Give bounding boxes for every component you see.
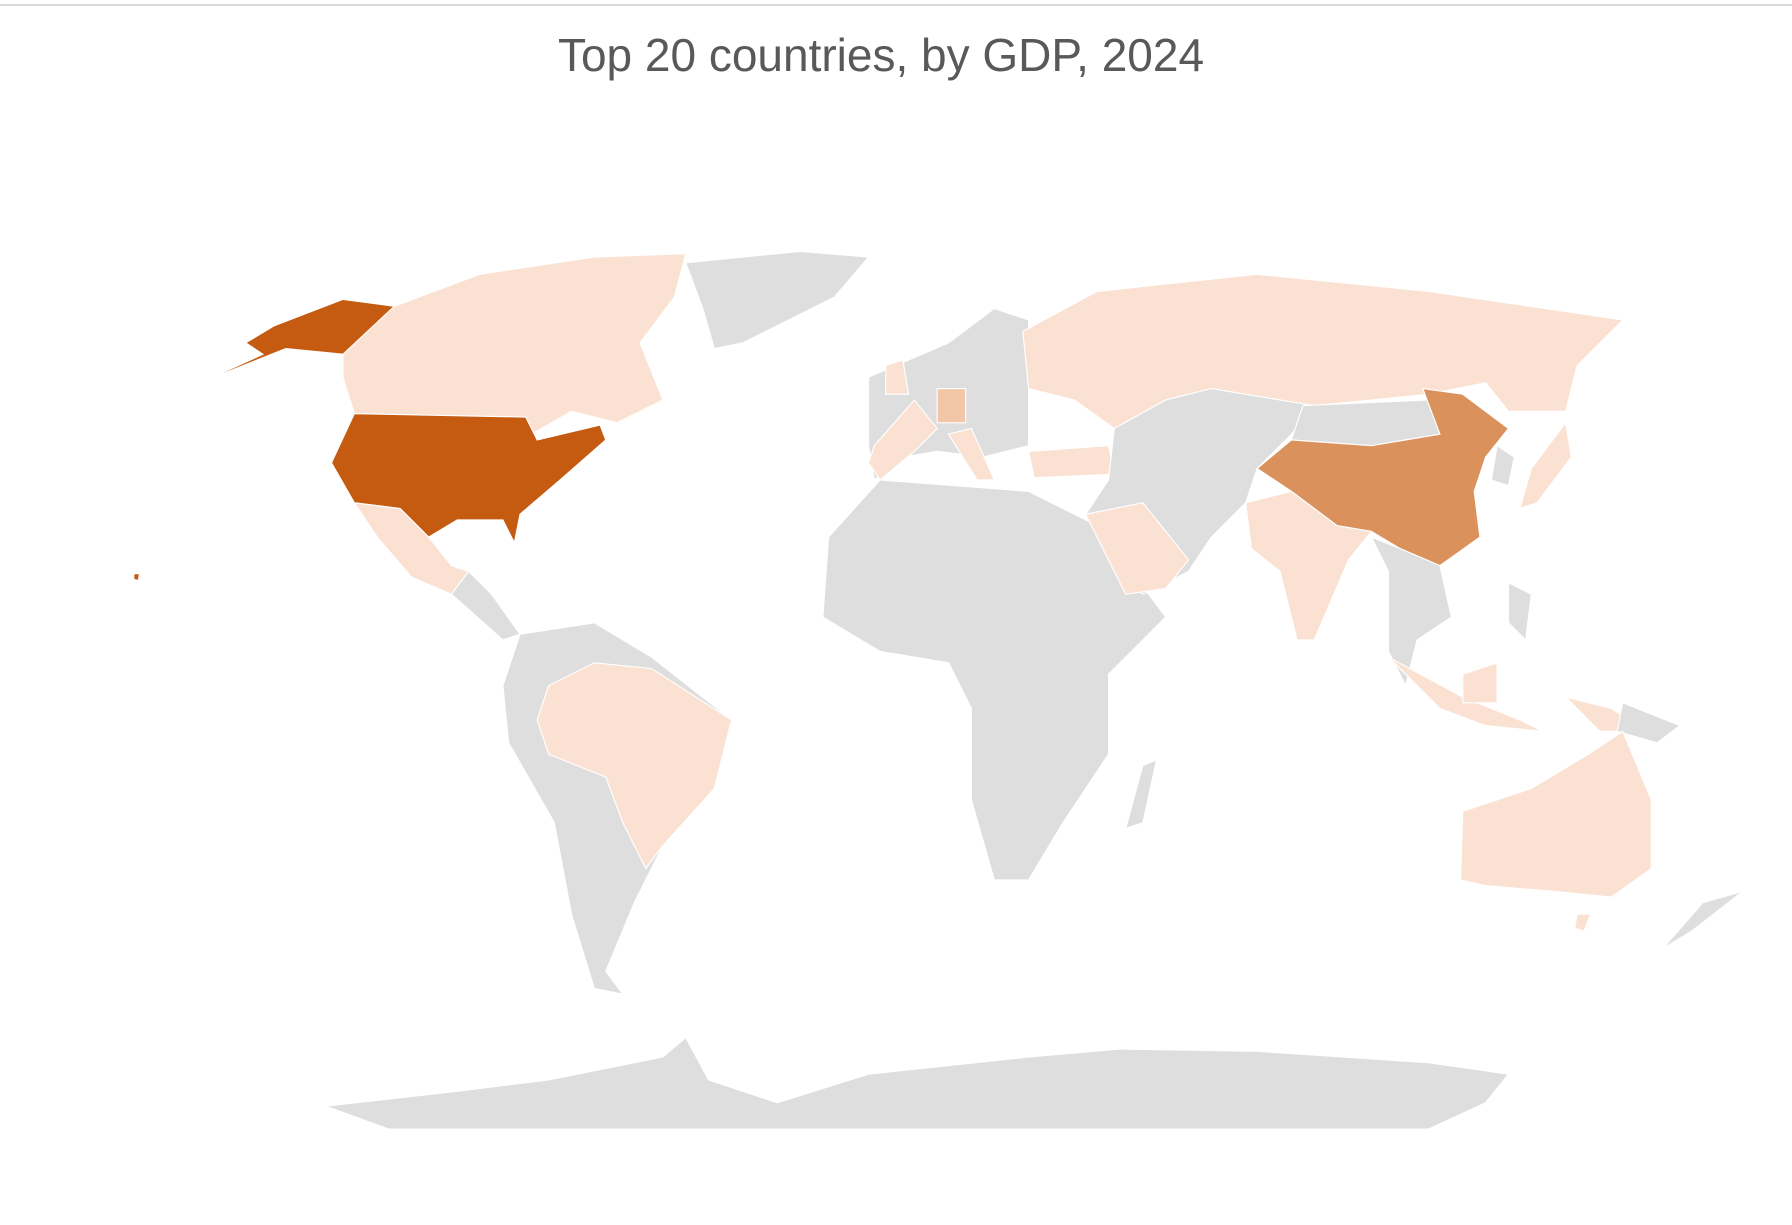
region [1124, 758, 1158, 830]
region [867, 399, 938, 481]
region [1507, 581, 1532, 642]
region [133, 573, 141, 582]
region [1490, 444, 1515, 487]
region [1662, 890, 1744, 949]
top-border [0, 4, 1792, 6]
region [342, 253, 687, 436]
region [1616, 701, 1682, 744]
region [1084, 502, 1190, 595]
region [1370, 535, 1453, 688]
region [450, 570, 521, 641]
region [1027, 445, 1115, 479]
region [1459, 730, 1652, 898]
region [1245, 490, 1373, 641]
region [1574, 913, 1592, 933]
region [325, 1036, 1510, 1130]
region [885, 359, 910, 395]
chart-title: Top 20 countries, by GDP, 2024 [557, 29, 1205, 81]
region [536, 662, 733, 870]
region [1462, 661, 1498, 704]
region [684, 250, 870, 350]
region [1519, 421, 1572, 510]
region [1022, 273, 1624, 430]
region [947, 427, 996, 481]
region [199, 298, 396, 384]
region [936, 387, 967, 424]
